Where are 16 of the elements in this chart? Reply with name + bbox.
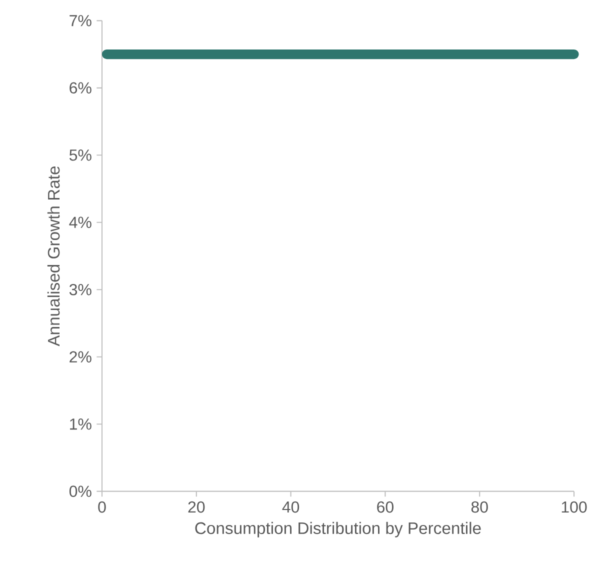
y-tick-label: 7% bbox=[70, 15, 92, 26]
x-tick-label: 20 bbox=[188, 501, 205, 513]
y-tick-label: 1% bbox=[70, 418, 92, 430]
x-tick-label: 40 bbox=[282, 501, 300, 513]
y-tick-label: 3% bbox=[69, 284, 92, 296]
x-axis-title: Consumption Distribution by Percentile bbox=[195, 522, 481, 538]
y-tick-label: 5% bbox=[69, 150, 92, 161]
y-tick-label: 0% bbox=[69, 486, 92, 497]
y-axis-title: Annualised Growth Rate bbox=[47, 166, 60, 346]
y-tick-label: 6% bbox=[70, 82, 92, 94]
x-tick-label: 100 bbox=[562, 501, 587, 513]
x-tick-label: 0 bbox=[98, 501, 106, 513]
x-tick-label: 60 bbox=[377, 501, 394, 513]
y-tick-label: 4% bbox=[69, 216, 92, 228]
y-tick-label: 2% bbox=[70, 351, 92, 362]
x-tick-label: 80 bbox=[471, 501, 488, 513]
